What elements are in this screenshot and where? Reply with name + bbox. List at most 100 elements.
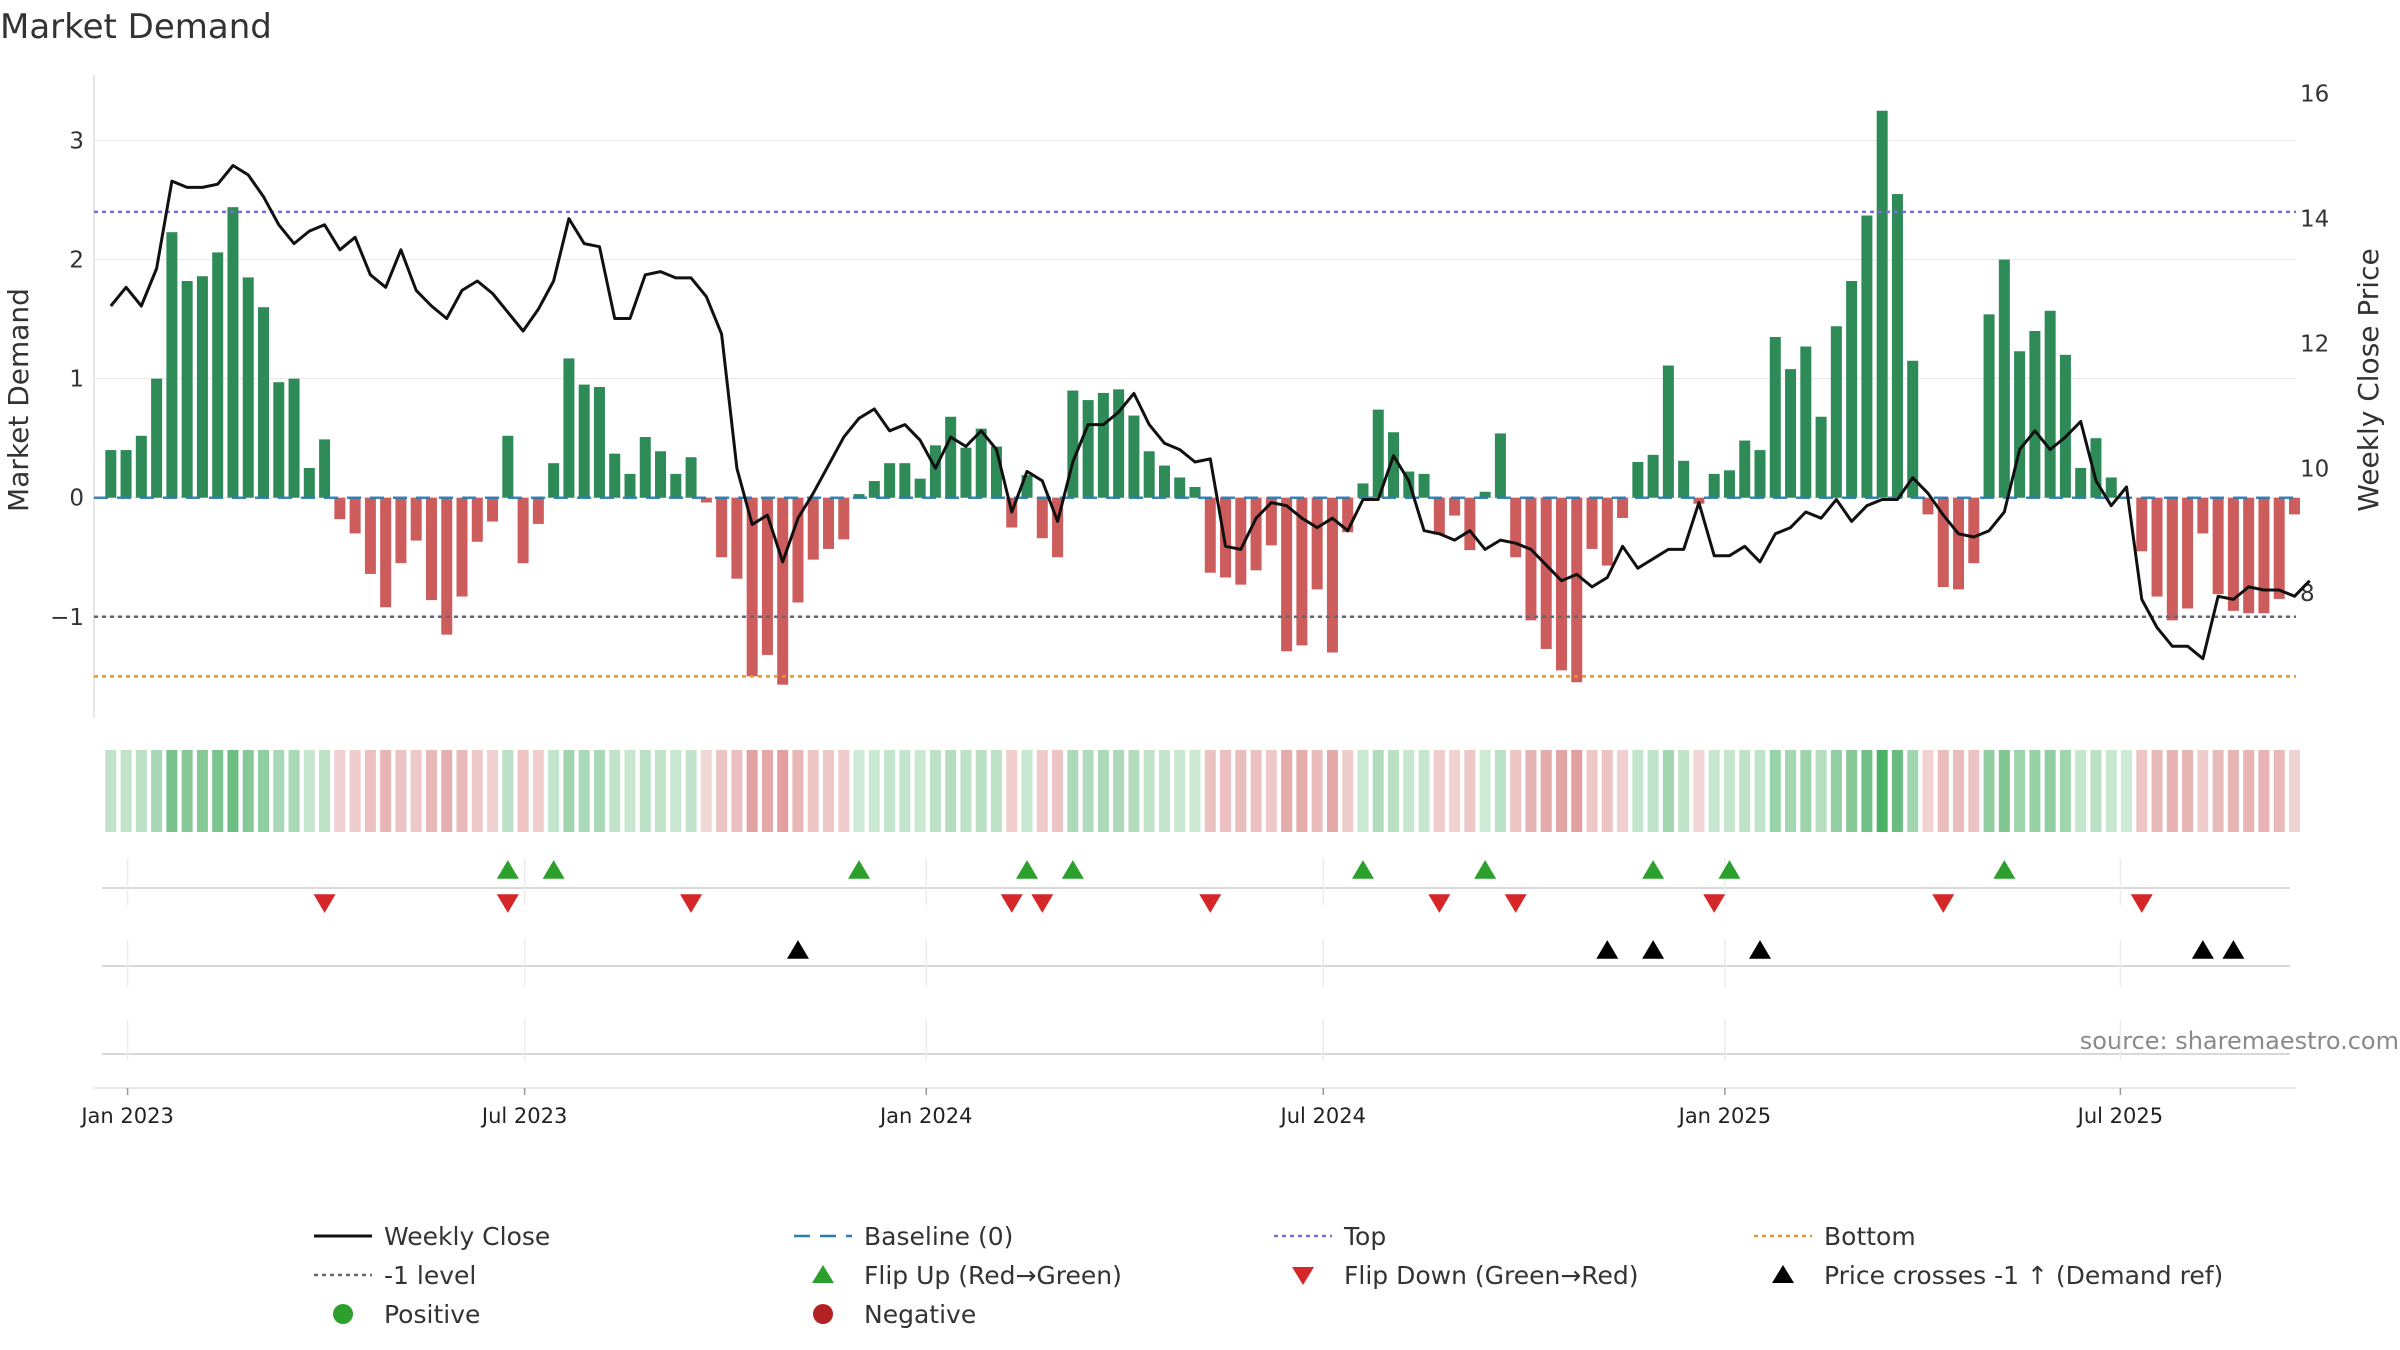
y2-tick-label: 10 [2300, 456, 2329, 482]
demand-bar-negative [716, 497, 728, 558]
demand-heat-cell [1006, 750, 1018, 832]
demand-heat-cell [761, 750, 773, 832]
demand-heat-cell [1739, 750, 1751, 832]
demand-heat-cell [1388, 750, 1400, 832]
demand-heat-cell [2090, 750, 2102, 832]
price-cross-marker [1749, 940, 1772, 959]
demand-bar-positive [1662, 365, 1674, 498]
demand-heat-cell [1250, 750, 1262, 832]
demand-bar-positive [1021, 475, 1033, 498]
demand-bar-positive [1067, 390, 1079, 498]
demand-bar-negative [1571, 497, 1583, 683]
legend-label: Top [1343, 1222, 1386, 1251]
demand-heat-cell [242, 750, 254, 832]
demand-bar-negative [425, 497, 437, 601]
demand-bar-negative [1601, 497, 1613, 566]
demand-heat-cell [929, 750, 941, 832]
demand-heat-cell [1281, 750, 1293, 832]
demand-heat-cell [609, 750, 621, 832]
demand-bar-negative [364, 497, 376, 574]
demand-heat-cell [258, 750, 269, 832]
x-tick-label: Jan 2025 [1677, 1104, 1772, 1128]
demand-heat-cell [899, 750, 911, 832]
demand-heat-cell [1097, 750, 1109, 832]
demand-bar-positive [319, 439, 331, 498]
demand-heat-cell [1464, 750, 1476, 832]
demand-heat-cell [2258, 750, 2270, 832]
demand-heat-cell [685, 750, 697, 832]
demand-bar-positive [990, 446, 1002, 498]
demand-bar-positive [2044, 310, 2056, 498]
flip-up-marker [1642, 860, 1665, 879]
demand-bar-positive [1143, 451, 1155, 498]
legend-swatch-dot [333, 1304, 353, 1324]
demand-bar-positive [303, 467, 315, 498]
demand-bar-negative [456, 497, 468, 597]
demand-bar-negative [1555, 497, 1567, 671]
demand-heat-cell [349, 750, 361, 832]
demand-heat-cell [1586, 750, 1598, 832]
demand-heat-cell [1983, 750, 1995, 832]
demand-heat-cell [2288, 750, 2300, 832]
demand-bar-negative [410, 497, 422, 541]
flip-up-marker [1016, 860, 1039, 879]
legend-label: Flip Up (Red→Green) [864, 1261, 1122, 1290]
demand-bar-positive [2059, 354, 2071, 498]
demand-bar-negative [1326, 497, 1338, 653]
demand-bar-negative [487, 497, 499, 522]
legend-label: Flip Down (Green→Red) [1344, 1261, 1639, 1290]
demand-bar-positive [1815, 416, 1827, 498]
demand-heat-cell [1632, 750, 1644, 832]
demand-heat-cell [227, 750, 239, 832]
demand-heat-cell [1678, 750, 1690, 832]
demand-bar-positive [609, 453, 621, 498]
demand-bar-positive [1907, 360, 1919, 498]
demand-heat-cell [1510, 750, 1522, 832]
demand-heat-cell [1158, 750, 1170, 832]
demand-heat-cell [1128, 750, 1140, 832]
demand-bar-positive [884, 463, 896, 498]
source-note: source: sharemaestro.com [2080, 1027, 2399, 1055]
flip-up-marker [1474, 860, 1497, 879]
demand-heat-cell [1220, 750, 1232, 832]
demand-heat-cell [2212, 750, 2224, 832]
demand-bar-negative [1586, 497, 1598, 549]
demand-heat-cell [1296, 750, 1308, 832]
demand-bar-negative [1433, 497, 1445, 535]
x-tick-label: Jul 2025 [2076, 1104, 2163, 1128]
demand-bar-positive [1998, 259, 2010, 498]
demand-heat-cell [655, 750, 667, 832]
demand-bar-negative [1250, 497, 1262, 571]
demand-bar-positive [578, 384, 590, 498]
demand-heat-cell [853, 750, 865, 832]
demand-heat-cell [563, 750, 575, 832]
demand-heat-cell [1662, 750, 1674, 832]
demand-bar-positive [1479, 491, 1491, 498]
demand-heat-cell [777, 750, 789, 832]
demand-bar-positive [1113, 389, 1125, 498]
legend-swatch-triangle-up [812, 1265, 834, 1283]
demand-bar-negative [1036, 497, 1048, 539]
demand-heat-cell [1876, 750, 1888, 832]
demand-heat-cell [838, 750, 850, 832]
legend-label: Positive [384, 1300, 480, 1329]
demand-heat-cell [441, 750, 453, 832]
demand-bar-negative [517, 497, 529, 564]
flip-down-marker [1428, 894, 1451, 913]
demand-heat-cell [1082, 750, 1094, 832]
demand-heat-cell [2166, 750, 2178, 832]
demand-bar-positive [258, 307, 269, 498]
demand-bar-positive [1891, 194, 1903, 498]
demand-bar-positive [1708, 473, 1720, 498]
demand-heat-cell [1479, 750, 1491, 832]
demand-heat-cell [1235, 750, 1247, 832]
demand-bar-positive [899, 463, 911, 498]
price-cross-marker [2191, 940, 2214, 959]
y-tick-label: 2 [69, 248, 84, 274]
demand-heat-cell [166, 750, 178, 832]
flip-up-marker [1351, 860, 1374, 879]
demand-bar-positive [1800, 346, 1812, 498]
demand-heat-cell [1800, 750, 1812, 832]
demand-heat-cell [1754, 750, 1766, 832]
demand-heat-cell [945, 750, 957, 832]
